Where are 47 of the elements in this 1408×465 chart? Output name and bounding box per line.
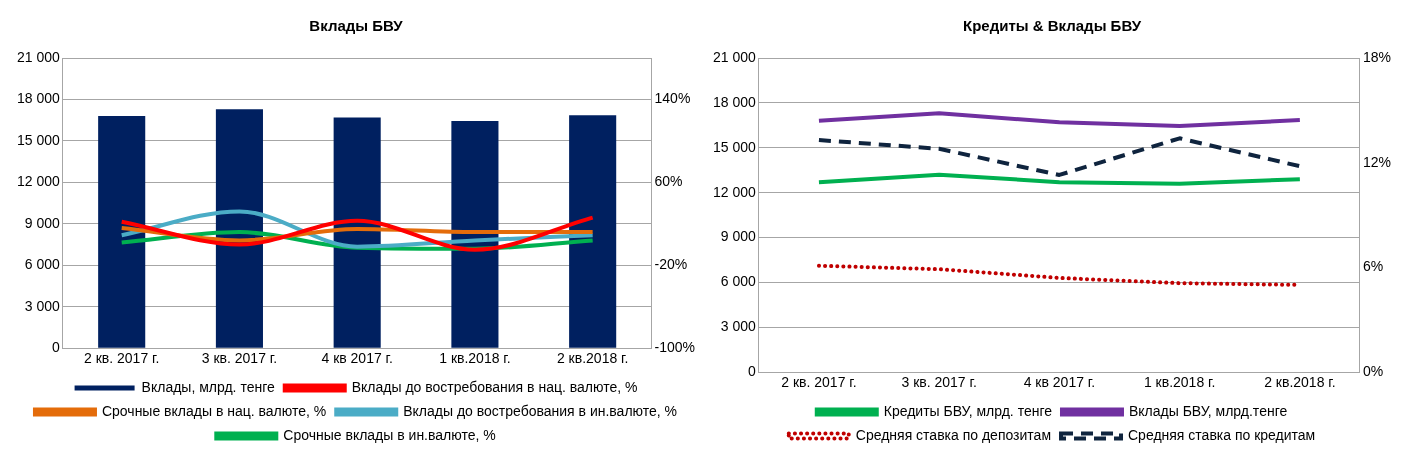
legend-label: Средняя ставка по депозитам: [855, 426, 1052, 443]
x-tick-label: 4 кв 2017 г.: [1023, 374, 1096, 391]
x-tick-label: 2 кв. 2017 г.: [84, 350, 160, 367]
legend-label: Вклады, млрд. тенге: [141, 378, 275, 395]
y2-tick-label: 0%: [1362, 363, 1384, 380]
y-tick-label: 18 000: [16, 90, 61, 107]
y-tick-label: 3 000: [720, 318, 757, 335]
chart-title: Кредиты & Вклады БВУ: [963, 17, 1142, 35]
y2-tick-label: 12%: [1362, 153, 1392, 170]
y-tick-label: 9 000: [24, 214, 61, 231]
legend-label: Вклады до востребования в нац. валюте, %: [351, 378, 638, 395]
y-tick-label: 0: [748, 363, 757, 380]
x-tick-label: 2 кв.2018 г.: [1264, 374, 1336, 391]
y2-tick-label: 60%: [654, 173, 683, 190]
x-tick-label: 3 кв. 2017 г.: [201, 350, 278, 367]
y-tick-label: 21 000: [712, 48, 757, 65]
y-tick-label: 3 000: [24, 297, 61, 314]
legend-label: Кредиты БВУ, млрд. тенге: [883, 402, 1053, 419]
y-tick-label: 18 000: [712, 93, 757, 110]
legend-label: Срочные вклады в нац. валюте, %: [101, 402, 327, 419]
y-tick-label: 15 000: [16, 131, 61, 148]
y-tick-label: 6 000: [24, 256, 61, 273]
y2-tick-label: -20%: [654, 256, 688, 273]
y2-tick-label: 18%: [1362, 48, 1392, 65]
legend-label: Вклады БВУ, млрд.тенге: [1128, 402, 1288, 419]
legend-label: Средняя ставка по кредитам: [1128, 426, 1316, 443]
chart-title: Вклады БВУ: [309, 17, 404, 35]
y-tick-label: 21 000: [16, 48, 61, 65]
line-series: [816, 136, 1302, 177]
x-tick-label: 2 кв. 2017 г.: [781, 374, 857, 391]
line-series: [119, 215, 595, 252]
x-tick-label: 1 кв.2018 г.: [1143, 374, 1216, 391]
legend-label: Вклады до востребования в ин.валюте, %: [403, 402, 678, 419]
x-tick-label: 1 кв.2018 г.: [439, 350, 511, 367]
y-tick-label: 6 000: [720, 273, 757, 290]
y-tick-label: 0: [52, 339, 61, 356]
x-tick-label: 2 кв.2018 г.: [556, 350, 629, 367]
legend-label: Срочные вклады в ин.валюте, %: [283, 426, 496, 443]
y-tick-label: 12 000: [712, 183, 757, 200]
y2-tick-label: -100%: [654, 339, 695, 356]
x-tick-label: 3 кв. 2017 г.: [901, 374, 977, 391]
y-tick-label: 12 000: [16, 173, 61, 190]
y2-tick-label: 140%: [654, 90, 691, 107]
y2-tick-label: 6%: [1362, 258, 1384, 275]
x-tick-label: 4 кв 2017 г.: [321, 350, 393, 367]
y-tick-label: 15 000: [712, 138, 757, 155]
y-tick-label: 9 000: [720, 228, 757, 245]
